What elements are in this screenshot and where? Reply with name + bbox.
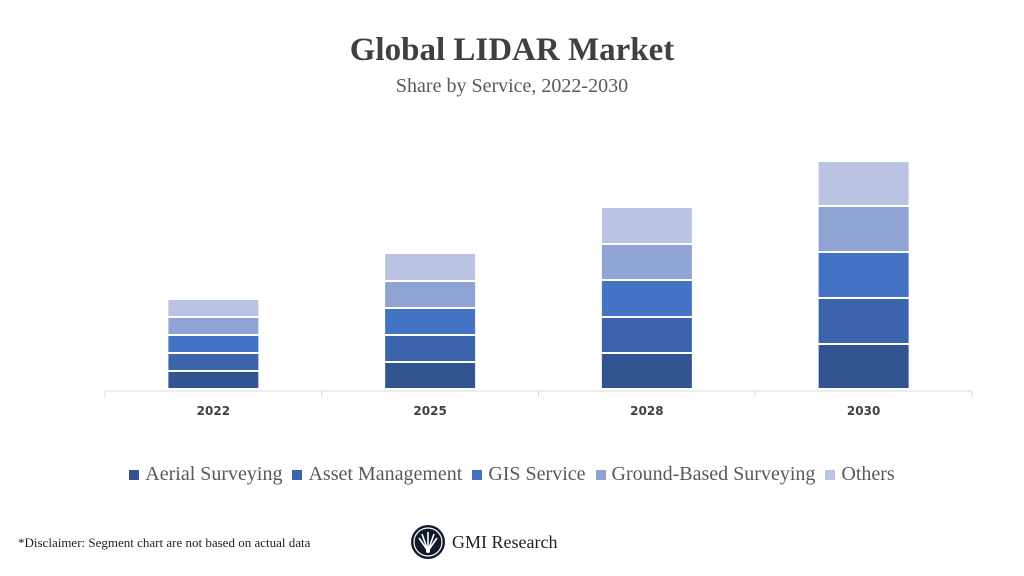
legend-label: GIS Service bbox=[488, 463, 586, 485]
x-tick-label: 2022 bbox=[197, 404, 230, 418]
bar-segment-2028-0 bbox=[601, 354, 692, 388]
legend-item: Asset Management bbox=[292, 463, 462, 486]
bar-segment-2022-0 bbox=[168, 372, 259, 388]
legend-swatch bbox=[595, 469, 606, 480]
legend-item: Ground-Based Surveying bbox=[595, 463, 816, 486]
bar-segment-2030-0 bbox=[818, 345, 909, 388]
legend-label: Others bbox=[841, 463, 895, 485]
legend-swatch bbox=[825, 469, 836, 480]
disclaimer: *Disclaimer: Segment chart are not based… bbox=[18, 535, 311, 550]
x-tick-label: 2030 bbox=[847, 404, 880, 418]
bar-segment-2022-3 bbox=[168, 318, 259, 334]
bar-segment-2028-1 bbox=[601, 318, 692, 352]
gmi-logo: GMI Research bbox=[410, 524, 557, 560]
legend: Aerial Surveying Asset Management GIS Serv… bbox=[0, 463, 1024, 486]
legend-swatch bbox=[472, 469, 483, 480]
bar-segment-2030-4 bbox=[818, 162, 909, 205]
bar-segment-2025-2 bbox=[385, 309, 476, 334]
bar-segment-2030-1 bbox=[818, 299, 909, 343]
legend-label: Aerial Surveying bbox=[145, 463, 283, 485]
legend-item: Aerial Surveying bbox=[129, 463, 282, 486]
bar-segment-2028-2 bbox=[601, 281, 692, 316]
bar-segment-2025-3 bbox=[385, 282, 476, 307]
x-tick-label: 2028 bbox=[630, 404, 663, 418]
legend-item: Others bbox=[825, 463, 895, 486]
bar-segment-2025-0 bbox=[385, 363, 476, 388]
legend-swatch bbox=[292, 469, 303, 480]
bar-segment-2028-4 bbox=[601, 208, 692, 243]
bar-segment-2022-4 bbox=[168, 300, 259, 316]
bar-segment-2025-1 bbox=[385, 336, 476, 361]
bar-segment-2028-3 bbox=[601, 245, 692, 279]
bar-segment-2022-1 bbox=[168, 354, 259, 370]
chart-title: Global LIDAR Market bbox=[349, 32, 675, 68]
bar-segment-2030-3 bbox=[818, 207, 909, 251]
legend-swatch bbox=[129, 469, 140, 480]
bar-segment-2025-4 bbox=[385, 254, 476, 280]
bar-segment-2022-2 bbox=[168, 336, 259, 352]
logo-text: GMI Research bbox=[452, 531, 558, 552]
chart-subtitle: Share by Service, 2022-2030 bbox=[395, 75, 629, 97]
legend-item: GIS Service bbox=[472, 463, 586, 486]
x-tick-label: 2025 bbox=[413, 404, 446, 418]
bar-segment-2030-2 bbox=[818, 253, 909, 297]
legend-label: Asset Management bbox=[308, 463, 463, 485]
fan-logo-icon bbox=[411, 525, 445, 559]
legend-label: Ground-Based Surveying bbox=[611, 463, 816, 485]
